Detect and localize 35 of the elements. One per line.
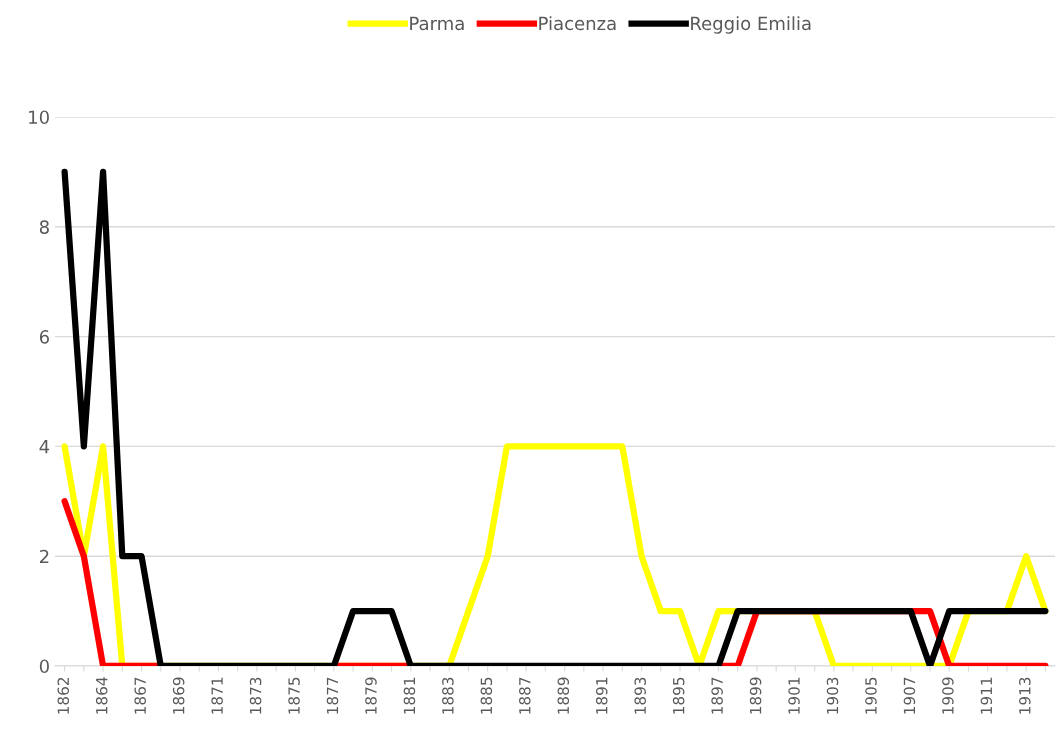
x-tick-label: 1897 [711,677,723,714]
x-tick-label: 1864 [95,677,108,714]
x-tick-label: 1877 [326,677,339,714]
y-tick-label: 4 [39,440,50,454]
x-tick-label: 1887 [519,677,531,714]
y-tick-label: 2 [39,549,49,564]
x-tick-label: 1869 [172,677,185,714]
x-tick-label: 1875 [288,677,300,714]
x-tick-label: 1899 [749,677,762,714]
x-tick-label: 1907 [903,677,916,714]
y-tick-label: 8 [39,220,49,234]
x-tick-label: 1913 [1019,677,1031,714]
x-tick-label: 1903 [826,677,839,714]
x-tick-label: 1905 [865,677,877,714]
x-tick-label: 1911 [980,677,993,714]
x-tick-label: 1883 [442,677,454,714]
y-tick-label: 0 [39,659,49,674]
x-tick-label: 1909 [942,677,954,714]
y-tick-label: 10 [29,110,49,125]
x-tick-label: 1879 [365,677,377,714]
x-tick-label: 1862 [57,677,70,714]
legend-label: Reggio Emilia [691,16,811,34]
x-tick-label: 1895 [672,677,685,714]
legend-label: Parma [410,16,464,31]
x-tick-label: 1893 [634,677,646,714]
x-tick-label: 1873 [249,677,262,714]
x-tick-label: 1891 [595,677,608,714]
y-tick-label: 6 [39,330,49,344]
x-tick-label: 1881 [403,677,416,714]
legend-label: Piacenza [539,16,616,31]
x-tick-label: 1901 [788,677,800,714]
x-tick-label: 1871 [211,677,223,714]
x-tick-label: 1889 [557,677,570,714]
x-tick-label: 1885 [480,677,493,714]
x-tick-label: 1867 [134,677,146,714]
